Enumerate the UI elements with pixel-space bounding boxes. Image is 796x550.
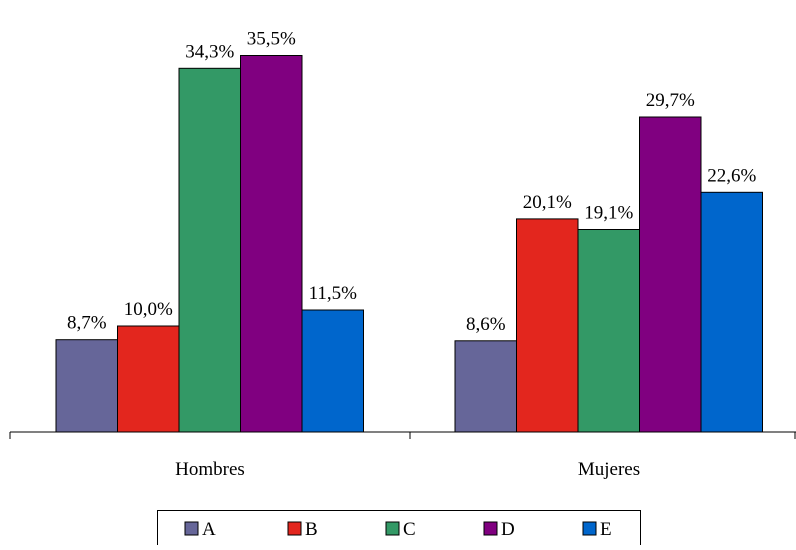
- legend-label-e: E: [600, 519, 612, 540]
- bar-d-hombres: [240, 55, 303, 433]
- x-axis: Hombres Mujeres: [9, 431, 796, 480]
- bar-e-mujeres: [700, 191, 763, 433]
- legend-swatch-d: [483, 521, 498, 536]
- value-label-c-hombres: 34,3%: [185, 41, 234, 62]
- value-label-d-hombres: 35,5%: [247, 29, 296, 50]
- legend-box: [157, 510, 641, 547]
- legend-label-a: A: [202, 519, 216, 540]
- value-label-b-hombres: 10,0%: [124, 299, 173, 320]
- legend-label-c: C: [403, 519, 416, 540]
- category-label-hombres: Hombres: [175, 459, 245, 480]
- value-labels-layer: 8,7% 8,6% 10,0% 20,1% 34,3% 19,1% 35,5% 29,7% 11…: [67, 29, 756, 335]
- value-label-c-mujeres: 19,1%: [584, 203, 633, 224]
- legend-label-b: B: [305, 519, 318, 540]
- bar-c-hombres: [178, 67, 241, 433]
- legend-swatch-a: [184, 521, 199, 536]
- bars-layer: [55, 55, 763, 433]
- value-label-a-hombres: 8,7%: [67, 313, 107, 334]
- legend-swatch-b: [287, 521, 302, 536]
- legend-label-d: D: [501, 519, 515, 540]
- value-label-e-hombres: 11,5%: [309, 283, 358, 304]
- value-label-d-mujeres: 29,7%: [646, 90, 695, 111]
- bar-b-hombres: [117, 325, 180, 433]
- bar-e-hombres: [301, 309, 364, 433]
- legend-swatch-c: [385, 521, 400, 536]
- bar-b-mujeres: [516, 218, 579, 433]
- bar-d-mujeres: [639, 116, 702, 433]
- category-label-mujeres: Mujeres: [578, 459, 640, 480]
- bar-c-mujeres: [577, 229, 640, 433]
- legend: A B C D E: [157, 510, 641, 547]
- bar-a-hombres: [55, 339, 118, 433]
- legend-swatch-e: [582, 521, 597, 536]
- value-label-a-mujeres: 8,6%: [466, 314, 506, 335]
- value-label-b-mujeres: 20,1%: [523, 192, 572, 213]
- value-label-e-mujeres: 22,6%: [707, 165, 756, 186]
- bar-a-mujeres: [454, 340, 517, 433]
